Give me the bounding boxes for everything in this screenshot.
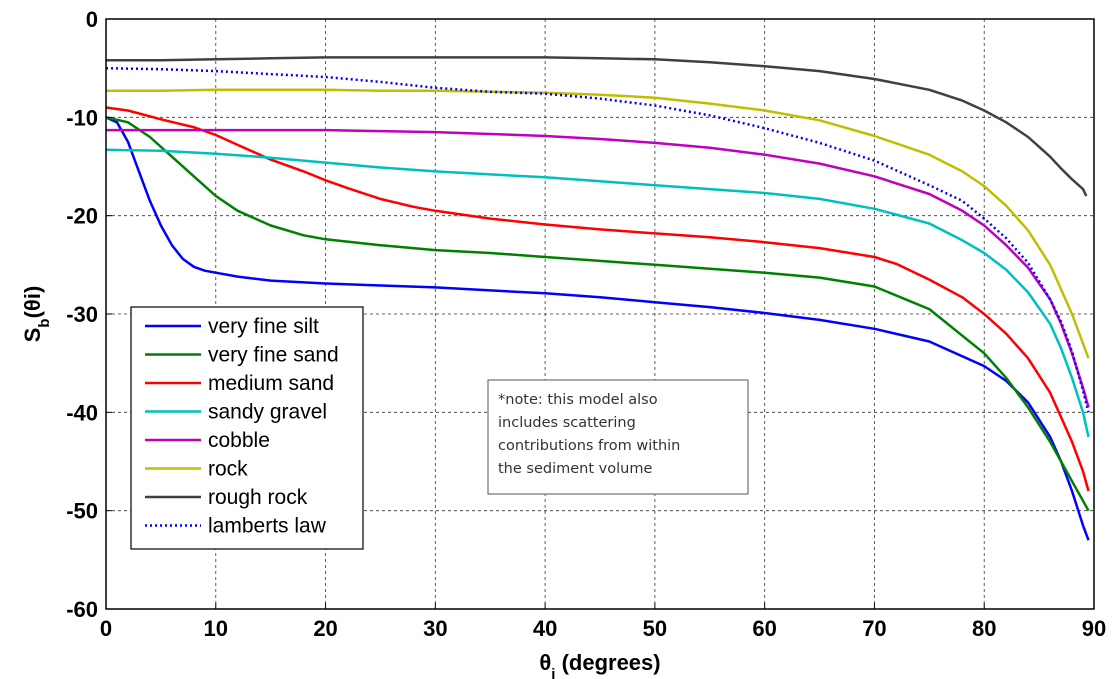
x-axis-label: θi (degrees): [539, 650, 660, 679]
series-line-lamberts-law: [105, 66, 1090, 413]
y-tick-label: -30: [66, 302, 98, 327]
y-tick-label: -60: [66, 597, 98, 622]
x-tick-label: 10: [204, 616, 228, 641]
series-line-medium-sand: [105, 106, 1090, 492]
note-line: *note: this model also: [498, 392, 658, 408]
legend-label: very fine sand: [208, 344, 339, 367]
series-group: [105, 56, 1090, 541]
x-tick-label: 40: [533, 616, 557, 641]
legend-label: very fine silt: [208, 315, 319, 338]
legend-label: cobble: [208, 429, 270, 452]
x-tick-label: 0: [100, 616, 112, 641]
series-line-rough-rock: [106, 56, 1088, 197]
note-box: *note: this model also includes scatterin…: [487, 379, 749, 495]
x-tick-label: 30: [423, 616, 447, 641]
legend-label: rock: [208, 458, 248, 481]
series-line-very-fine-sand: [105, 116, 1090, 512]
tick-group: 0 10 20 30 40 50 60 70 80 90 0 -10 -20 -30 -40 -50 -60: [66, 7, 1106, 641]
y-tick-label: -10: [66, 105, 98, 130]
y-tick-label: -40: [66, 400, 98, 425]
series-line-very-fine-silt: [105, 116, 1090, 541]
series-line-sandy-gravel: [105, 148, 1090, 438]
y-axis-title: Sb(θi): [20, 286, 53, 343]
y-axis-label: Sb(θi): [20, 286, 53, 343]
note-box-frame: [487, 379, 749, 495]
y-tick-label: -50: [66, 499, 98, 524]
note-line: the sediment volume: [498, 461, 652, 477]
legend-frame: [130, 306, 364, 550]
x-tick-label: 90: [1082, 616, 1106, 641]
note-line: contributions from within: [498, 438, 680, 454]
x-tick-label: 70: [862, 616, 886, 641]
legend-label: rough rock: [208, 486, 308, 509]
note-line: includes scattering: [498, 415, 636, 431]
series-line-rock: [106, 88, 1090, 359]
legend: very fine silt very fine sand medium sand s…: [130, 306, 364, 550]
note-lines: *note: this model also includes scatterin…: [498, 392, 680, 477]
x-tick-label: 80: [972, 616, 996, 641]
x-tick-label: 60: [752, 616, 776, 641]
y-tick-label: -20: [66, 204, 98, 229]
legend-label: lamberts law: [208, 515, 327, 538]
legend-label: sandy gravel: [208, 401, 327, 424]
y-tick-label: 0: [86, 7, 98, 32]
legend-label: medium sand: [208, 372, 334, 395]
x-tick-label: 50: [643, 616, 667, 641]
x-tick-label: 20: [313, 616, 337, 641]
